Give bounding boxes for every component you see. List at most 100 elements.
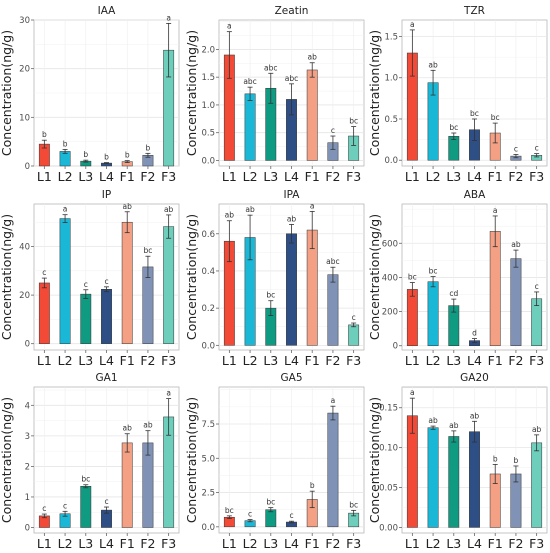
bar	[80, 486, 92, 528]
panel-ga5: 0.0 2.5 5.0 7.5 bc L1 c L2 bc L3 c L4 b F1 a F2 bc F3 GA5 C…	[184, 372, 365, 551]
bar	[327, 412, 339, 528]
significance-letter: abc	[285, 74, 298, 83]
x-tick-label: L2	[243, 353, 258, 368]
x-tick-label: L1	[222, 169, 237, 184]
y-tick-label: 1.0	[384, 74, 398, 84]
significance-letter: a	[166, 389, 171, 398]
x-tick-label: L2	[58, 536, 73, 549]
x-tick-label: F3	[529, 169, 544, 184]
x-tick-label: F2	[325, 353, 340, 368]
x-tick-label: F1	[120, 169, 135, 184]
significance-letter: ab	[532, 425, 542, 434]
panel-title: TZR	[463, 5, 485, 17]
y-tick-label: 200	[382, 308, 398, 318]
y-tick-label: 0.5	[201, 129, 215, 139]
significance-letter: cd	[449, 289, 458, 298]
significance-letter: b	[146, 143, 151, 152]
significance-letter: a	[166, 13, 171, 22]
significance-letter: b	[104, 153, 109, 162]
y-tick-label: 0.2	[201, 304, 215, 314]
significance-letter: c	[42, 268, 46, 277]
significance-letter: a	[227, 22, 232, 31]
x-tick-label: L2	[243, 536, 258, 549]
significance-letter: b	[83, 150, 88, 159]
x-tick-label: L4	[284, 353, 299, 368]
bar	[427, 427, 439, 528]
significance-letter: d	[472, 329, 477, 338]
y-tick-label: 5.0	[201, 454, 215, 464]
significance-letter: c	[352, 313, 356, 322]
y-tick-label: 0.00	[379, 523, 398, 533]
y-tick-label: 20	[19, 291, 30, 301]
significance-letter: ab	[308, 53, 318, 62]
panel-ip: 0 20 40 c L1 a L2 c L3 c L4 ab F1 bc F2 ab F3 IP Concentra…	[0, 189, 180, 368]
y-axis-label: Concentration(ng/g)	[367, 30, 382, 156]
significance-letter: ab	[428, 60, 438, 69]
panel-iaa: 0 10 20 30 b L1 b L2 b L3 b L4 b F1 b F2 a F3 IAA Concentra…	[0, 5, 180, 184]
x-tick-label: F2	[508, 169, 523, 184]
x-tick-label: F1	[305, 353, 320, 368]
significance-letter: abc	[264, 63, 277, 72]
y-tick-label: 600	[382, 239, 398, 249]
bar	[38, 282, 50, 344]
significance-letter: b	[310, 481, 315, 490]
y-tick-label: 30	[19, 16, 30, 26]
significance-letter: b	[493, 454, 498, 463]
y-tick-label: 0	[25, 340, 30, 350]
y-axis-label: Concentration(ng/g)	[0, 397, 14, 523]
y-axis-label: Concentration(ng/g)	[184, 397, 199, 523]
y-tick-label: 0.0	[384, 156, 398, 166]
significance-letter: ab	[428, 416, 438, 425]
panel-title: ABA	[464, 189, 486, 201]
y-tick-label: 20	[19, 65, 30, 75]
significance-letter: bc	[143, 246, 152, 255]
bar	[406, 289, 418, 346]
x-tick-label: F1	[305, 536, 320, 549]
x-tick-label: F1	[488, 536, 503, 549]
x-tick-label: L3	[446, 169, 461, 184]
significance-letter: ab	[143, 421, 153, 430]
significance-letter: bc	[408, 273, 417, 282]
panel-ga20: 0.00 0.05 0.10 0.15 a L1 ab L2 ab L3 ab L4 b F1 b F2 ab F…	[367, 372, 548, 551]
y-tick-label: 40	[19, 243, 30, 253]
significance-letter: ab	[123, 424, 133, 433]
y-tick-label: 0.0	[201, 523, 215, 533]
significance-letter: bc	[429, 267, 438, 276]
significance-letter: a	[63, 205, 68, 214]
significance-letter: b	[63, 139, 68, 148]
bar	[101, 289, 112, 344]
x-tick-label: L1	[405, 536, 420, 549]
y-tick-label: 400	[382, 273, 398, 283]
significance-letter: b	[42, 130, 47, 139]
x-tick-label: L2	[426, 169, 441, 184]
significance-letter: c	[289, 511, 293, 520]
significance-letter: bc	[225, 506, 234, 515]
panel-title: IP	[102, 189, 111, 201]
bar	[142, 266, 154, 344]
bar	[121, 221, 133, 344]
panel-zeatin: 0.0 0.5 1.0 1.5 2.0 a L1 abc L2 abc L3 abc L4 ab F1 c F2…	[184, 5, 365, 184]
y-tick-label: 2.5	[201, 489, 215, 499]
x-tick-label: L3	[78, 169, 93, 184]
x-tick-label: F1	[488, 169, 503, 184]
y-tick-label: 3	[25, 432, 30, 442]
x-tick-label: L2	[243, 169, 258, 184]
panel-ipa: 0.0 0.2 0.4 0.6 ab L1 ab L2 bc L3 ab L4 a F1 abc F2 c F3 I…	[184, 189, 365, 368]
y-tick-label: 0	[393, 342, 398, 352]
x-tick-label: L4	[99, 169, 114, 184]
x-tick-label: F3	[529, 536, 544, 549]
y-axis-label: Concentration(ng/g)	[367, 397, 382, 523]
y-tick-label: 2	[25, 462, 30, 472]
significance-letter: c	[63, 501, 67, 510]
significance-letter: ab	[164, 205, 174, 214]
significance-letter: ab	[470, 411, 480, 420]
x-tick-label: F1	[120, 353, 135, 368]
x-tick-label: F3	[161, 353, 176, 368]
x-tick-label: F1	[120, 536, 135, 549]
bar	[244, 93, 256, 161]
significance-letter: ab	[225, 211, 235, 220]
panel-title: GA5	[281, 372, 303, 384]
significance-letter: c	[535, 144, 539, 153]
x-tick-label: L3	[446, 536, 461, 549]
significance-letter: c	[84, 280, 88, 289]
